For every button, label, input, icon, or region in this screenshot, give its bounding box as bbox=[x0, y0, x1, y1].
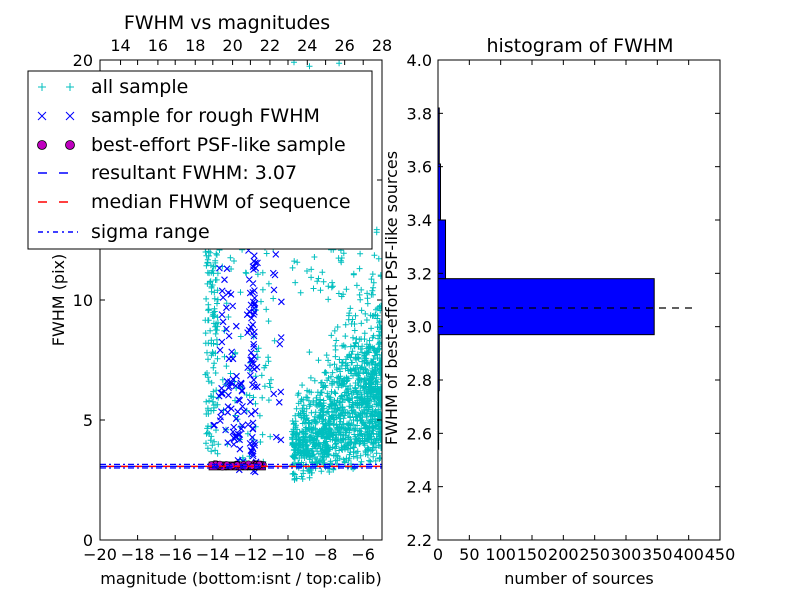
legend-label: best-effort PSF-like sample bbox=[91, 134, 346, 156]
x-tick-label: 400 bbox=[673, 545, 704, 564]
x-tick-label: 150 bbox=[517, 545, 548, 564]
histogram-bar bbox=[438, 107, 440, 165]
x-tick-label: 100 bbox=[485, 545, 516, 564]
top-tick-label: 24 bbox=[297, 36, 317, 55]
y-tick-label: 4.0 bbox=[407, 51, 432, 70]
histogram-bar bbox=[438, 219, 447, 280]
x-tick-label: 0 bbox=[433, 545, 443, 564]
legend-plus-icon bbox=[38, 83, 46, 91]
x-tick-label: −14 bbox=[196, 545, 230, 564]
x-tick-label: −8 bbox=[314, 545, 338, 564]
y-tick-label: 20 bbox=[73, 51, 93, 70]
top-tick-label: 20 bbox=[222, 36, 242, 55]
top-tick-label: 18 bbox=[185, 36, 205, 55]
top-tick-label: 26 bbox=[334, 36, 354, 55]
scatter-title: FWHM vs magnitudes bbox=[124, 12, 330, 34]
scatter-top-ticks: 14 16 18 20 22 24 26 28 bbox=[110, 36, 392, 65]
scatter-plot-area bbox=[100, 60, 382, 483]
scatter-panel: FWHM vs magnitudes 14 16 18 20 22 24 26 28 −20−… bbox=[27, 12, 392, 588]
histogram-title: histogram of FWHM bbox=[486, 35, 673, 57]
top-tick-label: 16 bbox=[148, 36, 168, 55]
x-tick-label: 300 bbox=[611, 545, 642, 564]
x-tick-label: −16 bbox=[158, 545, 192, 564]
histogram-plot-area bbox=[438, 107, 695, 450]
histogram-ylabel: FWHM of best-effort PSF-like sources bbox=[382, 151, 401, 445]
top-tick-label: 22 bbox=[260, 36, 280, 55]
y-tick-label: 3.8 bbox=[407, 104, 432, 123]
psf-sample-points bbox=[208, 460, 267, 471]
legend-label: resultant FWHM: 3.07 bbox=[91, 162, 297, 184]
histogram-xlabel: number of sources bbox=[504, 569, 654, 588]
scatter-ylabel: FWHM (pix) bbox=[49, 254, 68, 347]
legend-circle-icon bbox=[65, 140, 75, 150]
y-tick-label: 2.4 bbox=[407, 478, 432, 497]
histogram-y-ticks: 2.2 2.4 2.6 2.8 3.0 3.2 3.4 3.6 3.8 4.0 bbox=[407, 51, 720, 550]
y-tick-label: 0 bbox=[83, 531, 93, 550]
legend-plus-icon bbox=[66, 83, 74, 91]
legend-label: all sample bbox=[91, 76, 188, 98]
y-tick-label: 5 bbox=[83, 411, 93, 430]
x-tick-label: −10 bbox=[271, 545, 305, 564]
scatter-legend: all sample sample for rough FWHM best-effo… bbox=[27, 70, 373, 250]
x-tick-label: −12 bbox=[234, 545, 268, 564]
y-tick-label: 3.6 bbox=[407, 158, 432, 177]
legend-cross-icon bbox=[37, 111, 47, 121]
y-tick-label: 3.4 bbox=[407, 211, 432, 230]
legend-cross-icon bbox=[65, 111, 75, 121]
histogram-x-ticks: 0 50 100 150 200 250 300 350 400 450 bbox=[433, 60, 735, 564]
x-tick-label: 250 bbox=[579, 545, 610, 564]
y-tick-label: 2.6 bbox=[407, 424, 432, 443]
x-tick-label: −18 bbox=[121, 545, 155, 564]
y-tick-label: 3.2 bbox=[407, 264, 432, 283]
x-tick-label: −6 bbox=[351, 545, 375, 564]
x-tick-label: 50 bbox=[459, 545, 479, 564]
histogram-bar bbox=[438, 278, 655, 336]
x-tick-label: 450 bbox=[705, 545, 736, 564]
legend-label: sigma range bbox=[91, 221, 210, 243]
histogram-panel: histogram of FWHM 0 50 100 150 200 250 300 350 4… bbox=[382, 35, 735, 588]
scatter-xlabel: magnitude (bottom:isnt / top:calib) bbox=[100, 569, 381, 588]
y-tick-label: 2.2 bbox=[407, 531, 432, 550]
y-tick-label: 10 bbox=[73, 291, 93, 310]
y-tick-label: 3.0 bbox=[407, 318, 432, 337]
x-tick-label: 200 bbox=[548, 545, 579, 564]
top-tick-label: 28 bbox=[372, 36, 392, 55]
legend-label: median FHWM of sequence bbox=[91, 191, 351, 213]
histogram-axes-frame bbox=[437, 59, 721, 541]
legend-circle-icon bbox=[37, 140, 47, 150]
legend-label: sample for rough FWHM bbox=[91, 105, 320, 127]
x-tick-label: −20 bbox=[83, 545, 117, 564]
x-tick-label: 350 bbox=[642, 545, 673, 564]
y-tick-label: 2.8 bbox=[407, 371, 432, 390]
legend-box bbox=[27, 70, 373, 250]
scatter-x-ticks: −20 −18 −16 −14 −12 −10 −8 −6 bbox=[83, 60, 375, 564]
top-tick-label: 14 bbox=[110, 36, 130, 55]
